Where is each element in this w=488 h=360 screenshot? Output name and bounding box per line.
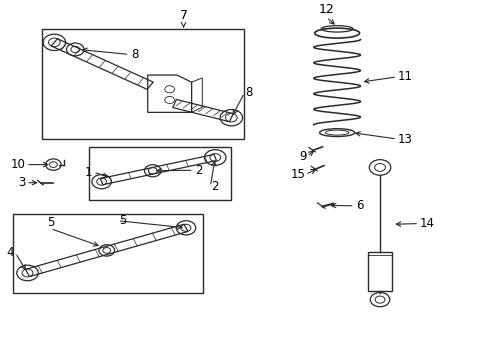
- Text: 7: 7: [179, 9, 187, 22]
- Text: 3: 3: [18, 176, 25, 189]
- Text: 8: 8: [245, 86, 252, 99]
- Text: 13: 13: [397, 132, 412, 145]
- Text: 6: 6: [355, 199, 363, 212]
- Bar: [89, 147, 230, 200]
- Text: 5: 5: [119, 214, 126, 227]
- Text: 12: 12: [318, 4, 334, 17]
- Bar: [42, 29, 243, 139]
- Text: 2: 2: [194, 164, 202, 177]
- Text: 15: 15: [290, 168, 305, 181]
- Text: 2: 2: [211, 180, 219, 193]
- Bar: [13, 213, 203, 293]
- Text: 10: 10: [10, 158, 25, 171]
- Text: 5: 5: [47, 216, 54, 229]
- Text: 9: 9: [299, 149, 306, 163]
- Text: 11: 11: [397, 70, 412, 83]
- Text: 1: 1: [85, 166, 92, 179]
- Text: 14: 14: [419, 217, 434, 230]
- Text: 4: 4: [7, 246, 14, 259]
- Text: 8: 8: [131, 48, 138, 61]
- Bar: [367, 252, 391, 291]
